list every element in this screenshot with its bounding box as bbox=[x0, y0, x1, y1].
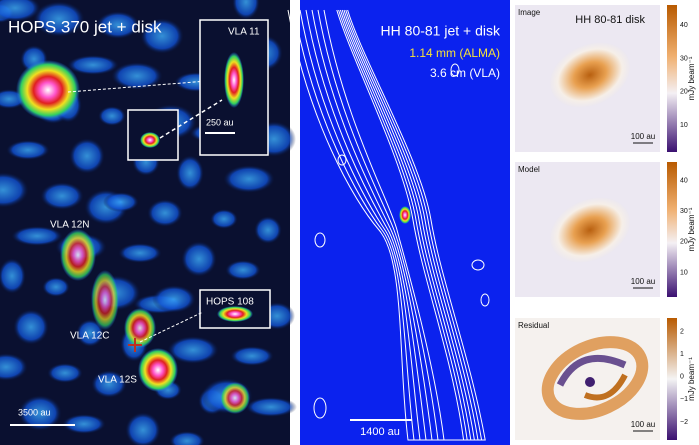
emission bbox=[176, 155, 204, 191]
emission bbox=[6, 140, 50, 160]
panel-label: Model bbox=[518, 165, 540, 174]
panel-label: Residual bbox=[518, 321, 549, 330]
source-label: 250 au bbox=[206, 117, 234, 127]
emission bbox=[118, 243, 162, 263]
emission bbox=[225, 260, 261, 280]
scale-label: 1400 au bbox=[360, 426, 400, 438]
emission bbox=[210, 209, 238, 229]
panel-title: HH 80-81 disk bbox=[575, 14, 645, 26]
right-panels bbox=[515, 5, 677, 440]
colorbar-tick: 0 bbox=[680, 374, 684, 381]
emission bbox=[13, 309, 49, 345]
scale-label: 100 au bbox=[631, 277, 655, 286]
emission bbox=[67, 55, 119, 75]
scale-label: 100 au bbox=[631, 132, 655, 141]
emission bbox=[254, 216, 282, 244]
colorbar-tick: 40 bbox=[680, 177, 688, 184]
panel-title: HH 80-81 jet + disk bbox=[381, 23, 501, 39]
band-label: 1.14 mm (ALMA) bbox=[409, 46, 500, 60]
figure: HOPS 370 jet + disk VLA 11 250 au VLA 12N HO… bbox=[0, 0, 699, 445]
emission bbox=[230, 346, 274, 366]
emission bbox=[103, 192, 139, 212]
emission bbox=[223, 165, 275, 193]
emission bbox=[69, 138, 105, 174]
emission bbox=[152, 285, 196, 313]
colorbar-tick: −2 bbox=[680, 419, 688, 426]
source-label: VLA 11 bbox=[228, 27, 260, 38]
source-label: VLA 12C bbox=[70, 331, 109, 342]
colorbar-tick: 10 bbox=[680, 269, 688, 276]
source-label: VLA 12S bbox=[98, 375, 137, 386]
panel-title: HOPS 370 jet + disk bbox=[8, 17, 162, 36]
colorbar-tick: 40 bbox=[680, 22, 688, 29]
colorbar-unit: mJy beam⁻¹ bbox=[687, 207, 696, 251]
emission bbox=[40, 182, 84, 210]
emission bbox=[245, 397, 297, 417]
emission bbox=[47, 363, 83, 383]
left-panel bbox=[0, 0, 297, 445]
emission bbox=[42, 277, 70, 297]
emission bbox=[181, 241, 217, 277]
emission bbox=[98, 106, 126, 126]
panel-label: Image bbox=[518, 8, 541, 17]
source-label: 3500 au bbox=[18, 407, 51, 417]
emission bbox=[147, 199, 183, 227]
scale-label: 100 au bbox=[631, 420, 655, 429]
colorbar-tick: 1 bbox=[680, 351, 684, 358]
source-label: HOPS 108 bbox=[206, 297, 254, 308]
colorbar-tick: 10 bbox=[680, 122, 688, 129]
colorbar-tick: 2 bbox=[680, 328, 684, 335]
colorbar-unit: mJy beam⁻¹ bbox=[687, 357, 696, 401]
source-label: VLA 12N bbox=[50, 220, 89, 231]
band-label: 3.6 cm (VLA) bbox=[430, 66, 500, 80]
colorbar-unit: mJy beam⁻¹ bbox=[687, 56, 696, 100]
